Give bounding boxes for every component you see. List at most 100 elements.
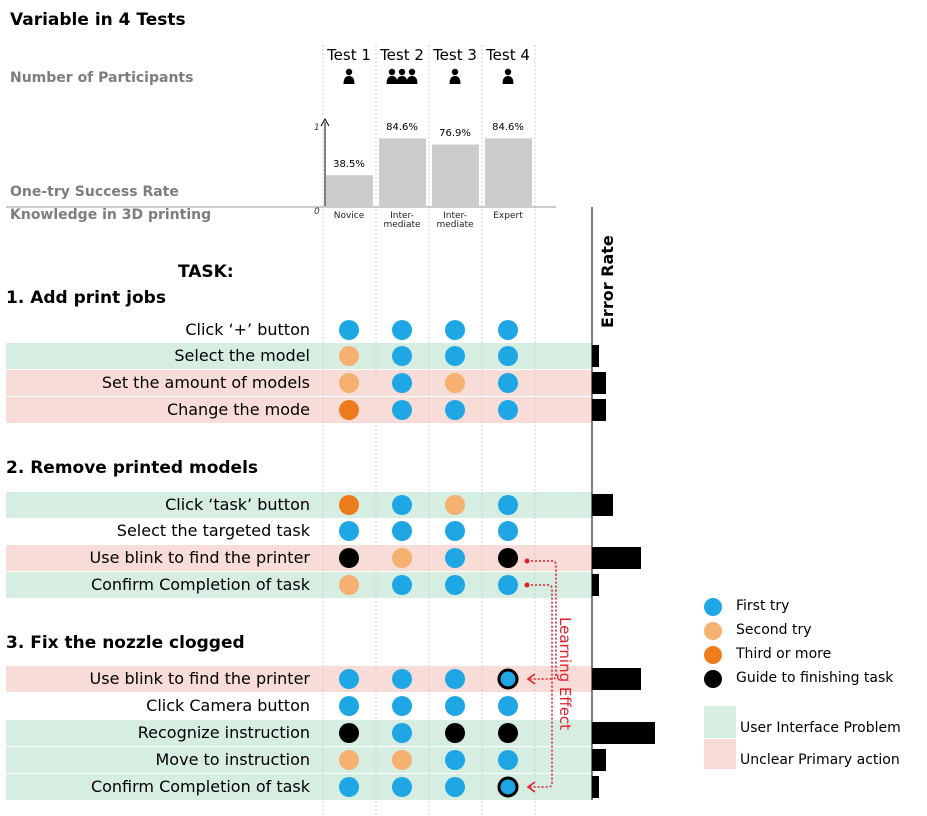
result-dot-first	[392, 400, 412, 420]
error-rate-bar	[592, 668, 641, 690]
participant-icon-body	[406, 76, 418, 84]
row-background-unclear	[6, 397, 592, 423]
error-rate-label-box: Error Rate	[598, 232, 622, 332]
row-background-ui	[6, 720, 592, 746]
result-dot-first	[445, 750, 465, 770]
knowledge-tick-label: Inter- mediate	[436, 211, 474, 230]
participant-icon-head	[451, 68, 459, 76]
learning-effect-arrowhead	[526, 673, 536, 685]
task-heading: TASK:	[178, 262, 234, 282]
result-dot-guide	[339, 548, 359, 568]
error-rate-label: Error Rate	[598, 235, 617, 328]
task-label: Select the model	[174, 346, 310, 365]
result-dot-first	[339, 320, 359, 340]
legend-label-unclear: Unclear Primary action	[740, 752, 900, 768]
result-dot-first	[392, 495, 412, 515]
page-title: Variable in 4 Tests	[10, 10, 186, 30]
legend-marker-second	[704, 622, 722, 640]
result-dot-first	[498, 495, 518, 515]
task-label: Select the targeted task	[116, 521, 310, 540]
result-dot-first	[445, 400, 465, 420]
success-rate-value-label: 38.5%	[333, 159, 365, 171]
result-dot-first	[445, 669, 465, 689]
success-rate-bar	[485, 138, 532, 206]
legend-swatch-ui	[704, 706, 736, 738]
participants-label: Number of Participants	[10, 70, 194, 86]
knowledge-label: Knowledge in 3D printing	[10, 207, 212, 223]
result-dot-first	[498, 400, 518, 420]
legend-label-second: Second try	[736, 622, 812, 638]
participant-icon-body	[386, 76, 398, 84]
result-dot-first	[339, 777, 359, 797]
result-dot-first	[392, 669, 412, 689]
error-rate-bar	[592, 547, 641, 569]
row-background-ui	[6, 343, 592, 369]
task-label: Use blink to find the printer	[89, 548, 310, 567]
row-background-unclear	[6, 370, 592, 396]
result-dot-second	[392, 548, 412, 568]
result-dot-first	[445, 777, 465, 797]
participant-icon-head	[345, 68, 353, 76]
y-axis-top-label: 1	[314, 123, 320, 133]
error-rate-bar	[592, 776, 599, 798]
task-label: Change the mode	[166, 400, 310, 419]
task-label: Use blink to find the printer	[89, 669, 310, 688]
result-dot-second	[445, 495, 465, 515]
result-dot-first	[445, 521, 465, 541]
learning-effect-label: Learning Effect	[556, 617, 574, 731]
result-dot-first	[498, 521, 518, 541]
result-dot-first	[392, 723, 412, 743]
result-dot-guide	[445, 723, 465, 743]
success-rate-bar	[432, 144, 479, 206]
knowledge-tick-label: Inter- mediate	[383, 211, 421, 230]
row-background-ui	[6, 492, 592, 518]
section-title: 1. Add print jobs	[6, 288, 166, 308]
y-axis-arrow	[320, 117, 330, 127]
test-column-header: Test 3	[433, 46, 477, 64]
result-dot-first	[498, 696, 518, 716]
legend-marker-third	[704, 646, 722, 664]
error-rate-bar	[592, 494, 613, 516]
legend-marker-guide	[704, 670, 722, 688]
result-dot-first	[445, 346, 465, 366]
result-dot-first	[498, 346, 518, 366]
participant-icon-body	[449, 76, 461, 84]
result-dot-second	[339, 575, 359, 595]
success-rate-value-label: 84.6%	[386, 122, 418, 134]
y-axis-zero-label: 0	[314, 207, 320, 217]
task-label: Click Camera button	[146, 696, 310, 715]
error-rate-bar	[592, 749, 606, 771]
test-column-header: Test 2	[380, 46, 424, 64]
participant-icon-body	[343, 76, 355, 84]
result-dot-second	[339, 750, 359, 770]
result-dot-second	[339, 373, 359, 393]
result-dot-first	[445, 575, 465, 595]
task-label: Recognize instruction	[137, 723, 310, 742]
task-label: Click ‘+’ button	[185, 320, 310, 339]
task-label: Confirm Completion of task	[90, 777, 310, 796]
legend-marker-first	[704, 598, 722, 616]
error-rate-bar	[592, 345, 599, 367]
success-rate-label: One-try Success Rate	[10, 184, 179, 200]
result-dot-first	[392, 777, 412, 797]
row-background-unclear	[6, 666, 592, 692]
result-dot-first	[498, 750, 518, 770]
legend-label-first: First try	[736, 598, 790, 614]
result-dot-first	[392, 373, 412, 393]
result-dot-first	[445, 696, 465, 716]
result-dot-first	[392, 346, 412, 366]
success-rate-value-label: 76.9%	[439, 128, 471, 140]
row-background-unclear	[6, 545, 592, 571]
learning-effect-arrowhead	[526, 781, 536, 793]
task-label: Confirm Completion of task	[90, 575, 310, 594]
result-dot-first	[339, 669, 359, 689]
row-background-ui	[6, 747, 592, 773]
result-dot-first-guided	[497, 668, 519, 690]
success-rate-bar	[379, 138, 426, 206]
task-label: Move to instruction	[155, 750, 311, 769]
error-rate-bar	[592, 722, 655, 744]
result-dot-third	[339, 495, 359, 515]
legend-swatch-unclear	[704, 739, 736, 769]
result-dot-guide	[339, 723, 359, 743]
